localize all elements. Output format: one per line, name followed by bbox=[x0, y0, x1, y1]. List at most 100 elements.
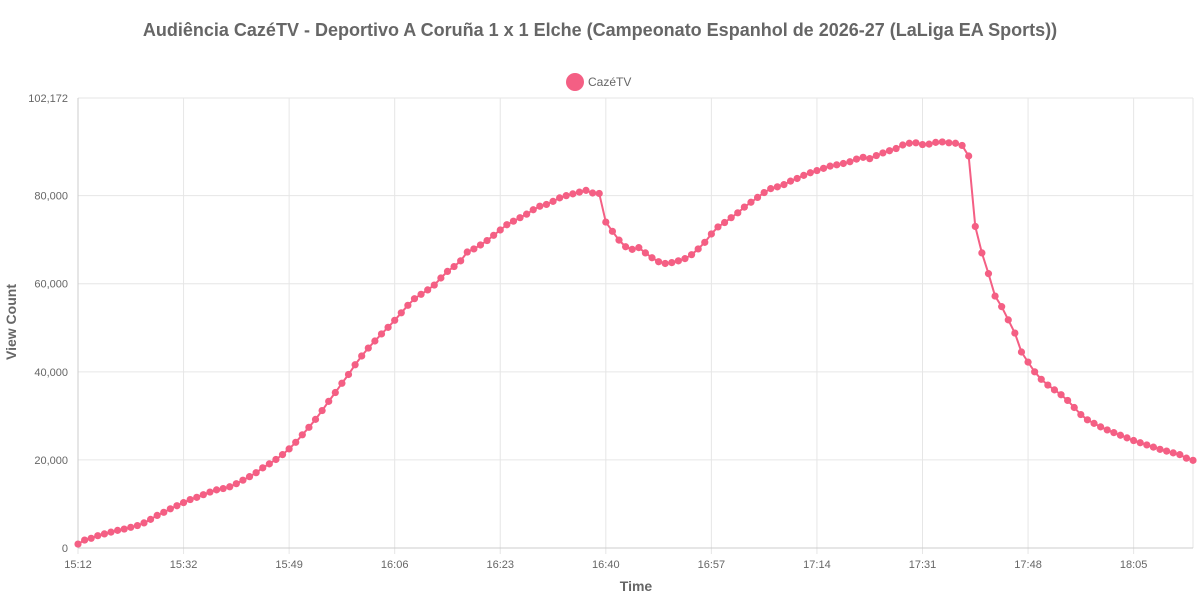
data-point[interactable] bbox=[1123, 434, 1131, 442]
data-point[interactable] bbox=[523, 210, 531, 218]
data-point[interactable] bbox=[760, 188, 768, 197]
data-point[interactable] bbox=[734, 209, 742, 217]
data-point[interactable] bbox=[318, 406, 326, 415]
data-point[interactable] bbox=[278, 451, 287, 459]
data-point[interactable] bbox=[1097, 423, 1105, 431]
data-point[interactable] bbox=[1110, 429, 1118, 437]
data-point[interactable] bbox=[457, 257, 465, 265]
data-point[interactable] bbox=[819, 164, 828, 172]
data-point[interactable] bbox=[193, 493, 201, 501]
data-point[interactable] bbox=[153, 511, 161, 520]
data-point[interactable] bbox=[1130, 436, 1138, 445]
data-point[interactable] bbox=[113, 526, 122, 534]
data-point[interactable] bbox=[160, 508, 168, 516]
data-point[interactable] bbox=[687, 251, 696, 259]
data-point[interactable] bbox=[298, 431, 306, 439]
data-point[interactable] bbox=[120, 525, 128, 533]
data-point[interactable] bbox=[1031, 368, 1039, 376]
data-point[interactable] bbox=[833, 161, 841, 169]
data-point[interactable] bbox=[859, 153, 867, 161]
data-point[interactable] bbox=[404, 301, 412, 309]
data-point[interactable] bbox=[562, 192, 570, 200]
data-point[interactable] bbox=[641, 249, 650, 257]
data-point[interactable] bbox=[648, 254, 656, 262]
data-point[interactable] bbox=[846, 158, 854, 166]
data-point[interactable] bbox=[245, 473, 254, 481]
data-point[interactable] bbox=[305, 423, 313, 431]
data-point[interactable] bbox=[945, 139, 953, 147]
data-point[interactable] bbox=[239, 476, 247, 484]
data-point[interactable] bbox=[437, 274, 445, 282]
data-point[interactable] bbox=[556, 194, 564, 202]
data-point[interactable] bbox=[529, 206, 537, 214]
data-point[interactable] bbox=[866, 155, 874, 163]
data-point[interactable] bbox=[1077, 410, 1085, 419]
data-point[interactable] bbox=[654, 258, 663, 266]
data-point[interactable] bbox=[265, 460, 273, 468]
data-point[interactable] bbox=[899, 141, 907, 149]
data-point[interactable] bbox=[107, 528, 115, 536]
data-point[interactable] bbox=[226, 483, 234, 491]
data-point[interactable] bbox=[463, 248, 471, 256]
data-point[interactable] bbox=[272, 455, 280, 464]
data-point[interactable] bbox=[753, 193, 762, 202]
data-point[interactable] bbox=[991, 292, 999, 300]
data-point[interactable] bbox=[1169, 449, 1177, 457]
data-point[interactable] bbox=[443, 267, 452, 276]
data-point[interactable] bbox=[259, 464, 267, 472]
data-point[interactable] bbox=[1044, 381, 1052, 389]
data-point[interactable] bbox=[1182, 454, 1190, 462]
data-point[interactable] bbox=[681, 255, 689, 263]
data-point[interactable] bbox=[509, 217, 518, 225]
data-point[interactable] bbox=[450, 262, 458, 271]
data-point[interactable] bbox=[325, 397, 333, 405]
data-point[interactable] bbox=[377, 330, 386, 338]
data-point[interactable] bbox=[727, 214, 735, 222]
data-point[interactable] bbox=[701, 238, 709, 246]
data-point[interactable] bbox=[747, 198, 755, 206]
data-point[interactable] bbox=[582, 186, 590, 194]
data-point[interactable] bbox=[470, 245, 478, 253]
data-point[interactable] bbox=[1103, 426, 1111, 434]
data-point[interactable] bbox=[628, 245, 636, 253]
data-point[interactable] bbox=[338, 379, 346, 387]
data-point[interactable] bbox=[358, 352, 366, 360]
data-point[interactable] bbox=[397, 309, 405, 317]
data-point[interactable] bbox=[905, 139, 913, 147]
data-point[interactable] bbox=[813, 166, 821, 175]
data-point[interactable] bbox=[417, 290, 425, 298]
data-point[interactable] bbox=[714, 223, 722, 231]
data-point[interactable] bbox=[951, 139, 960, 147]
data-point[interactable] bbox=[232, 480, 240, 488]
data-point[interactable] bbox=[885, 147, 894, 155]
data-point[interactable] bbox=[1011, 329, 1019, 337]
data-point[interactable] bbox=[212, 486, 221, 494]
data-point[interactable] bbox=[1037, 375, 1045, 383]
data-point[interactable] bbox=[740, 203, 748, 211]
data-point[interactable] bbox=[1189, 456, 1197, 464]
data-point[interactable] bbox=[958, 141, 966, 150]
data-point[interactable] bbox=[879, 149, 887, 157]
data-point[interactable] bbox=[1143, 441, 1151, 449]
data-point[interactable] bbox=[800, 171, 808, 179]
data-point[interactable] bbox=[476, 241, 485, 249]
data-point[interactable] bbox=[166, 505, 174, 513]
data-point[interactable] bbox=[602, 218, 610, 226]
data-point[interactable] bbox=[490, 231, 498, 239]
data-point[interactable] bbox=[384, 323, 392, 331]
legend[interactable]: CazéTV bbox=[566, 73, 631, 91]
data-point[interactable] bbox=[925, 140, 933, 148]
data-point[interactable] bbox=[252, 469, 260, 477]
data-point[interactable] bbox=[100, 530, 108, 538]
data-point[interactable] bbox=[1163, 447, 1171, 455]
data-point[interactable] bbox=[173, 502, 181, 510]
data-point[interactable] bbox=[391, 316, 399, 324]
data-point[interactable] bbox=[1064, 396, 1072, 405]
data-point[interactable] bbox=[1050, 386, 1059, 394]
data-point[interactable] bbox=[74, 540, 82, 548]
data-point[interactable] bbox=[978, 249, 986, 257]
data-point[interactable] bbox=[608, 227, 617, 235]
data-point[interactable] bbox=[542, 200, 551, 209]
data-point[interactable] bbox=[285, 445, 293, 453]
data-point[interactable] bbox=[87, 534, 95, 542]
